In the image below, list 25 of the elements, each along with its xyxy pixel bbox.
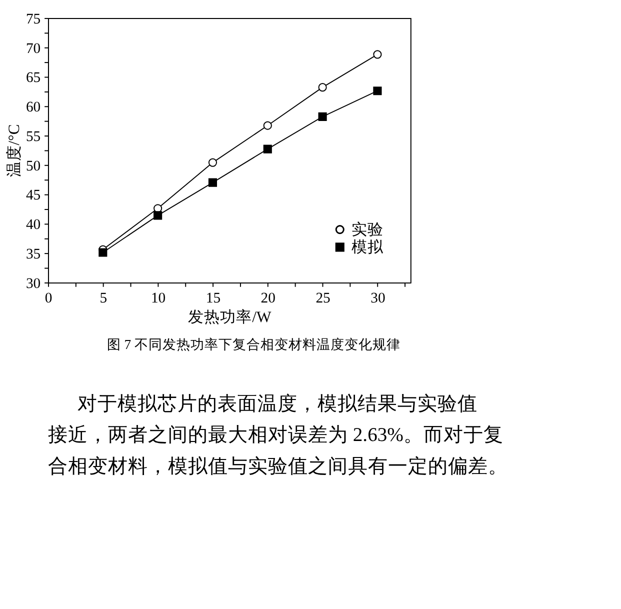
text: 合相变材料，模拟值与实验值之间具有一定的偏差。 [48,455,508,478]
x-tick-label: 0 [44,290,52,307]
y-tick-label: 50 [26,158,41,174]
y-tick-label: 60 [26,100,41,116]
y-axis-title: 温度/°C [5,124,24,178]
y-tick-label: 75 [26,11,41,28]
legend-label: 实验 [352,220,384,238]
legend-label: 模拟 [352,238,385,256]
x-axis-title: 发热功率/W [188,308,272,326]
x-tick-label: 10 [150,290,166,307]
y-tick-label: 45 [26,188,41,204]
caption: 图 7 不同发热功率下复合相变材料温度变化规律 [106,337,400,352]
x-tick-label: 20 [260,290,276,307]
y-tick-label: 65 [26,70,41,86]
y-tick-label: 35 [26,246,41,262]
x-tick-label: 30 [370,290,386,307]
x-tick-label: 25 [316,290,330,307]
text: 接近，两者之间的最大相对误差为 2.63%。而对于复 [48,424,504,446]
y-tick-label: 30 [26,276,41,292]
y-tick-label: 70 [26,40,41,57]
y-tick-label: 55 [26,128,41,145]
y-tick-label: 40 [26,217,41,234]
text: 对于模拟芯片的表面温度，模拟结果与实验值 [77,392,478,415]
x-tick-label: 15 [206,290,221,307]
x-tick-label: 5 [100,290,108,307]
